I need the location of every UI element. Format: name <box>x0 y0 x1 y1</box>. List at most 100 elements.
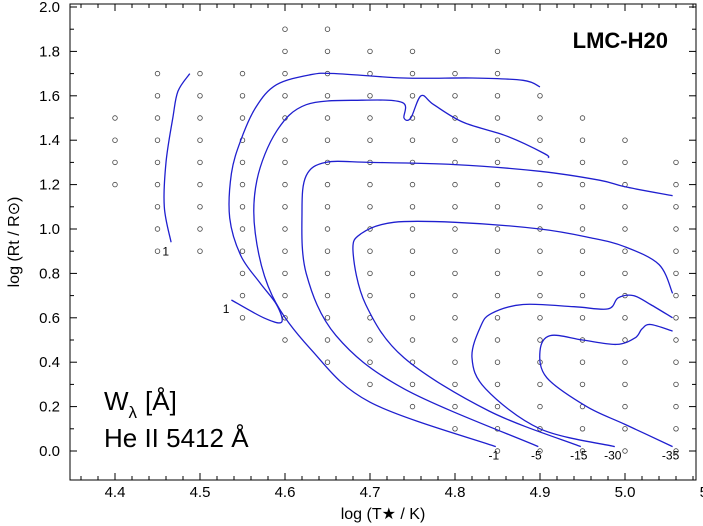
grid-point <box>282 48 288 55</box>
grid-point <box>282 270 288 277</box>
grid-point <box>367 181 373 188</box>
grid-point <box>494 159 501 166</box>
contour-line <box>301 160 673 448</box>
grid-point <box>673 448 679 454</box>
grid-point <box>537 181 543 188</box>
grid-point <box>324 181 331 188</box>
grid-point <box>622 270 628 277</box>
x-tick-label: 5.1 <box>700 484 703 501</box>
grid-point <box>537 137 543 143</box>
grid-point <box>239 70 246 77</box>
grid-point <box>282 248 288 254</box>
grid-point <box>409 292 416 299</box>
grid-point <box>537 337 543 343</box>
grid-point <box>673 381 679 388</box>
grid-point <box>494 204 501 210</box>
grid-point <box>367 381 373 388</box>
grid-point <box>239 248 246 254</box>
contour-labels: 1 1 -1 -5 -15 -30 -35 <box>162 244 679 462</box>
grid-point <box>409 181 416 188</box>
grid-point <box>494 70 501 77</box>
y-tick-label: 0.4 <box>39 354 60 371</box>
grid-point <box>409 70 416 77</box>
grid-point <box>579 426 586 432</box>
grid-point <box>537 159 543 166</box>
grid-point <box>197 204 203 210</box>
grid-point <box>622 426 628 432</box>
grid-point <box>154 226 161 232</box>
grid-point <box>622 381 628 388</box>
x-tick-label: 4.9 <box>530 484 551 501</box>
grid-point <box>324 359 331 365</box>
contour-line <box>471 294 673 448</box>
grid-point <box>537 115 543 121</box>
grid-point <box>537 403 543 410</box>
chart-title: LMC-H20 <box>573 28 668 53</box>
grid-point <box>239 93 246 99</box>
grid-point <box>197 159 203 166</box>
grid-point <box>324 137 331 143</box>
y-tick-label: 1.8 <box>39 43 60 60</box>
grid-point <box>154 115 161 121</box>
grid-point <box>282 181 288 188</box>
grid-point <box>409 226 416 232</box>
contour-line <box>163 73 191 243</box>
grid-point <box>622 226 628 232</box>
grid-point <box>282 337 288 343</box>
grid-point <box>622 403 628 410</box>
grid-point <box>324 26 331 32</box>
grid-point <box>494 381 501 388</box>
grid-point <box>367 137 373 143</box>
grid-point <box>197 226 203 232</box>
contour-lines <box>163 72 674 448</box>
grid-point <box>282 70 288 77</box>
grid-point <box>452 70 458 77</box>
grid-point <box>622 248 628 254</box>
grid-point <box>673 181 679 188</box>
grid-point <box>112 181 118 188</box>
grid-point <box>673 403 679 410</box>
contour-label: -30 <box>604 449 622 463</box>
grid-point <box>197 248 203 254</box>
grid-point <box>673 359 679 365</box>
grid-point <box>494 359 501 365</box>
grid-point <box>324 226 331 232</box>
grid-point <box>112 115 118 121</box>
grid-point <box>579 359 586 365</box>
grid-point <box>409 337 416 343</box>
grid-point <box>409 93 416 99</box>
grid-point <box>197 115 203 121</box>
grid-point <box>367 270 373 277</box>
annotation-quantity: Wλ [Å] <box>104 386 177 422</box>
contour-label: 1 <box>162 244 169 258</box>
y-tick-label: 1.6 <box>39 88 60 105</box>
contour-line <box>228 72 541 324</box>
grid-point <box>239 181 246 188</box>
grid-point <box>494 403 501 410</box>
grid-point <box>154 181 161 188</box>
grid-point <box>409 315 416 321</box>
grid-point <box>452 403 458 410</box>
grid-point <box>537 204 543 210</box>
grid-point <box>154 70 161 77</box>
grid-point <box>452 226 458 232</box>
x-tick-label: 4.7 <box>360 484 381 501</box>
contour-line <box>539 323 673 448</box>
grid-point <box>579 315 586 321</box>
contour-label: -1 <box>488 449 499 463</box>
grid-point <box>579 292 586 299</box>
grid-point <box>112 159 118 166</box>
grid-point <box>452 248 458 254</box>
grid-point <box>409 159 416 166</box>
grid-point <box>324 93 331 99</box>
grid-point <box>239 159 246 166</box>
grid-point <box>622 359 628 365</box>
grid-point <box>154 159 161 166</box>
y-tick-label: 1.4 <box>39 132 60 149</box>
y-tick-label: 0.6 <box>39 310 60 327</box>
grid-point <box>239 270 246 277</box>
grid-point <box>367 248 373 254</box>
grid-point <box>494 137 501 143</box>
contour-label: -15 <box>570 449 588 463</box>
